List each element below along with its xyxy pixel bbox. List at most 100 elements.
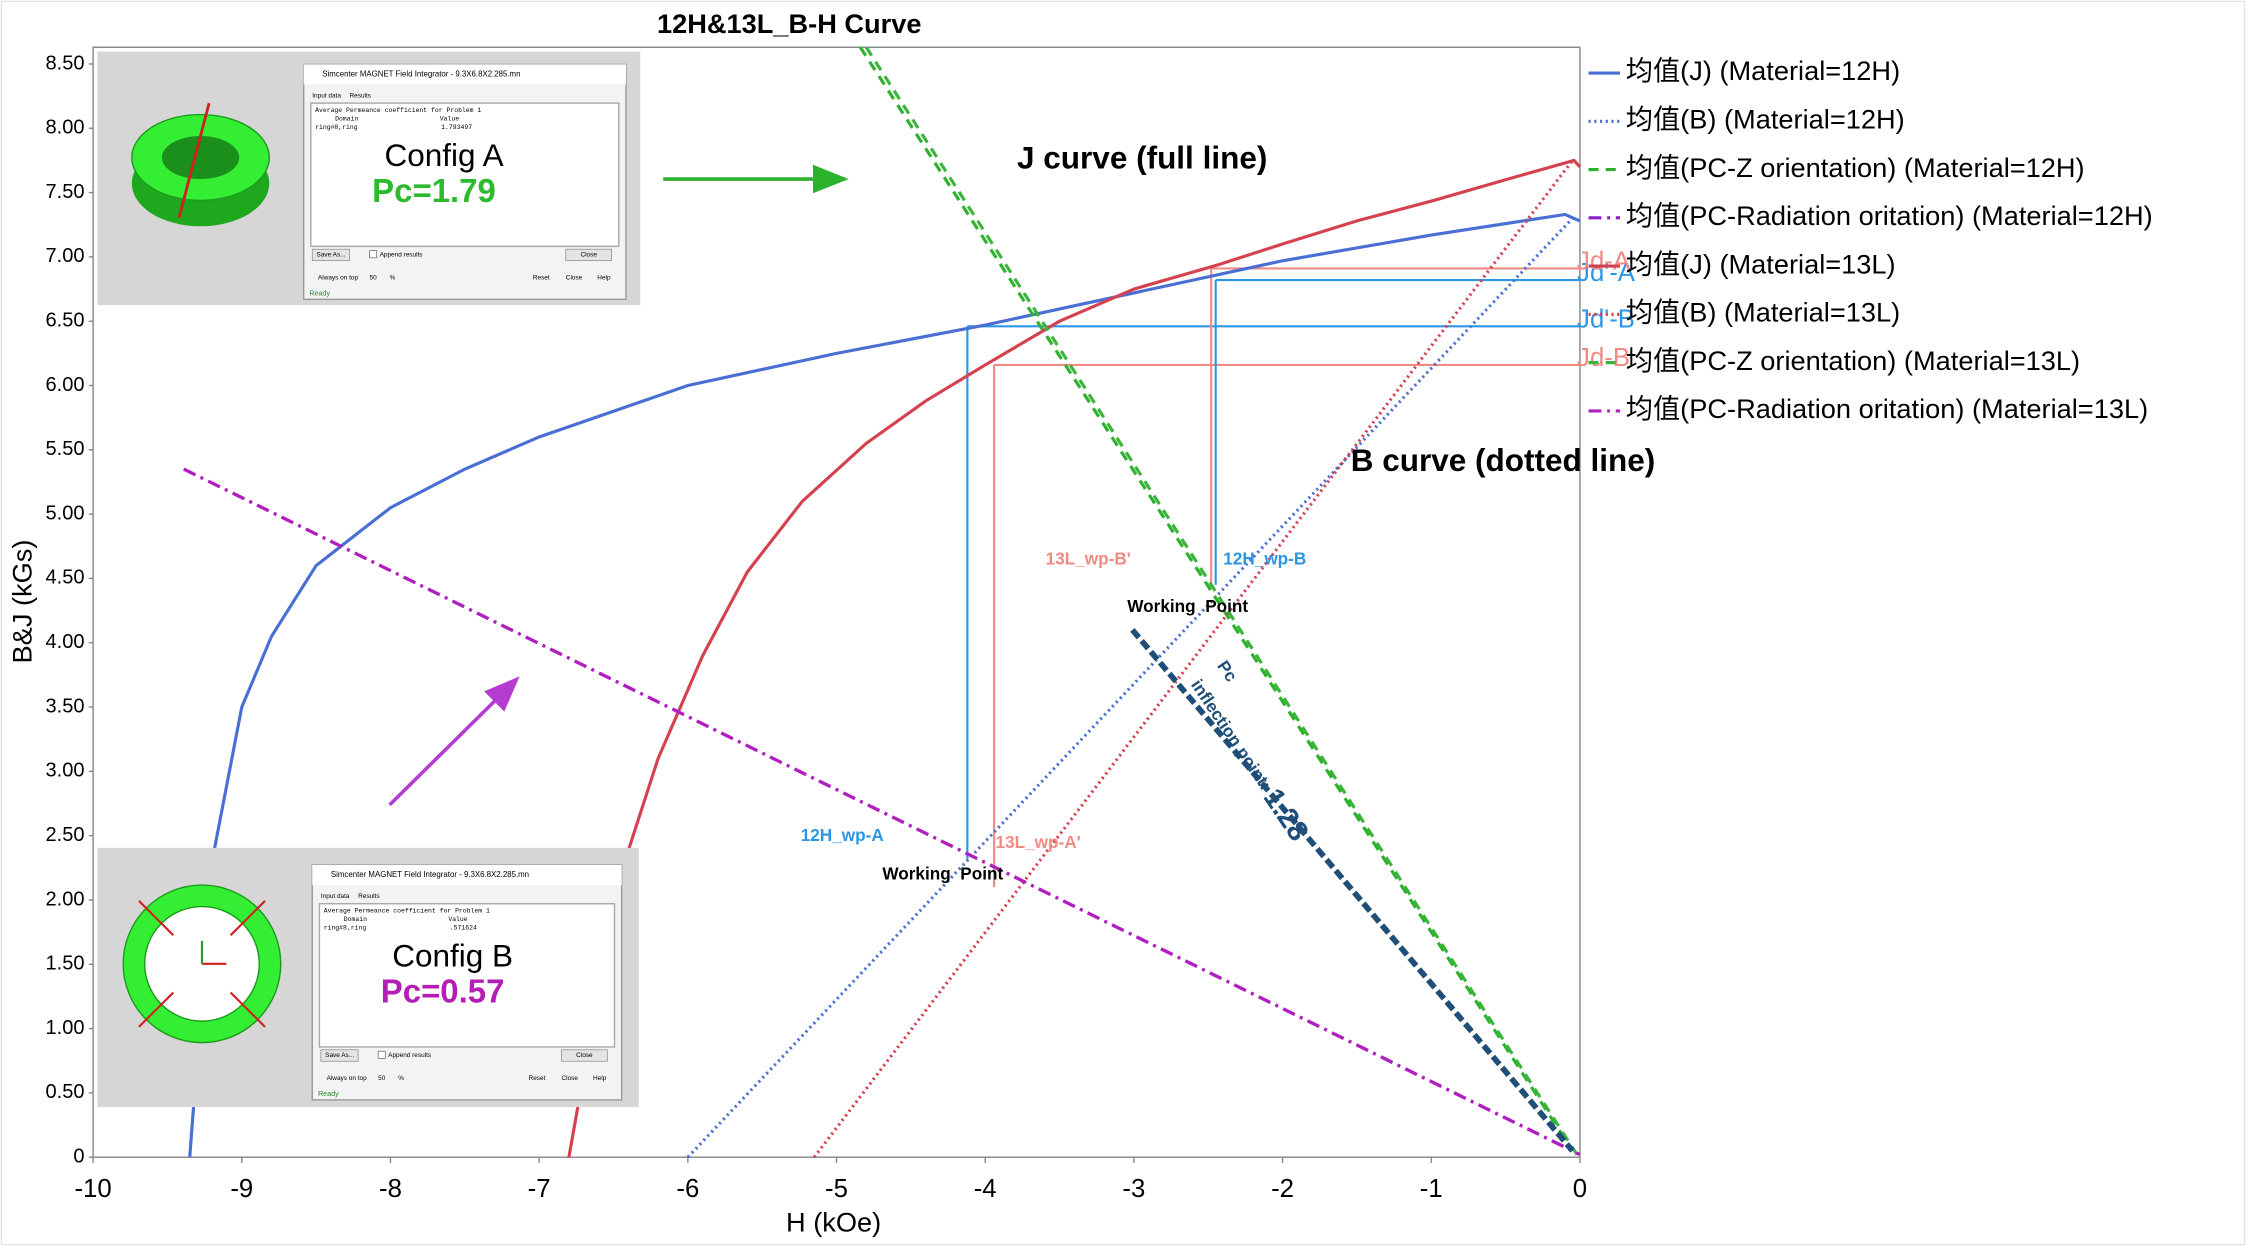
dialog-text-area bbox=[310, 102, 620, 248]
x-axis-label: H (kOe) bbox=[786, 1207, 881, 1238]
series-line bbox=[188, 212, 1581, 1158]
legend-label: 均值(PC-Radiation oritation) (Material=13L… bbox=[1626, 393, 2148, 424]
y-tick-label: 4.50 bbox=[45, 567, 84, 589]
annotation: 13L_wp-B' bbox=[1046, 549, 1131, 569]
config-name: Config A bbox=[384, 137, 503, 173]
dialog-column: Domain bbox=[344, 916, 367, 923]
x-tick-label: -9 bbox=[230, 1175, 253, 1203]
dialog-button bbox=[561, 1049, 608, 1062]
dialog-status: Ready bbox=[318, 1090, 339, 1098]
dialog-checkbox bbox=[369, 250, 378, 259]
inset-config-b: Simcenter MAGNET Field Integrator - 9.3X… bbox=[97, 847, 639, 1108]
y-tick-label: 1.50 bbox=[45, 953, 84, 975]
annotation: J curve (full line) bbox=[1017, 140, 1267, 176]
x-tick-label: -2 bbox=[1271, 1175, 1294, 1203]
dialog-footer-item: Help bbox=[593, 1075, 607, 1082]
dialog-status: Ready bbox=[309, 289, 330, 297]
dialog-button-label: Save As... bbox=[317, 252, 346, 259]
legend-label: 均值(PC-Radiation oritation) (Material=12H… bbox=[1626, 200, 2153, 231]
dialog-heading: Average Permeance coefficient for Proble… bbox=[315, 107, 481, 114]
y-tick-label: 0.50 bbox=[45, 1081, 84, 1103]
x-tick-label: -3 bbox=[1122, 1175, 1145, 1203]
x-tick-label: 0 bbox=[1573, 1175, 1587, 1203]
dialog-footer-item: Close bbox=[566, 275, 583, 282]
dialog-footer-item: Help bbox=[597, 275, 611, 282]
dialog-row-value: 1.793497 bbox=[441, 124, 472, 131]
dialog-row-domain: ring#8,ring bbox=[324, 925, 367, 932]
dialog-button bbox=[565, 248, 612, 262]
inflection-line bbox=[1130, 628, 1575, 1153]
annotation: Working Point bbox=[882, 864, 1003, 884]
dialog-title: Simcenter MAGNET Field Integrator - 9.3X… bbox=[331, 870, 529, 879]
y-tick-label: 0 bbox=[73, 1146, 84, 1168]
y-tick-label: 7.00 bbox=[45, 245, 84, 267]
dialog-button bbox=[320, 1049, 359, 1062]
dialog-column: Value bbox=[448, 916, 467, 923]
series-line bbox=[812, 159, 1574, 1159]
x-tick-label: -7 bbox=[528, 1175, 551, 1203]
dialog-footer-item: Reset bbox=[533, 275, 550, 282]
level-label: Jd'-B bbox=[1577, 305, 1635, 333]
series-line bbox=[858, 46, 1574, 1152]
annotation: 13L_wp-A' bbox=[996, 832, 1081, 852]
arrow bbox=[388, 676, 520, 807]
dialog-tab: Input data bbox=[321, 893, 350, 900]
level-label: Jd'-A bbox=[1577, 259, 1636, 287]
x-tick-label: -5 bbox=[825, 1175, 848, 1203]
x-tick-label: -4 bbox=[974, 1175, 997, 1203]
ring-hole bbox=[161, 136, 240, 180]
y-tick-label: 3.50 bbox=[45, 695, 84, 717]
dialog-heading: Average Permeance coefficient for Proble… bbox=[324, 908, 490, 915]
dialog-title-bar bbox=[312, 865, 622, 886]
dialog-tab: Results bbox=[350, 93, 371, 100]
dialog-button-label: Save As... bbox=[325, 1052, 354, 1059]
dialog-footer-item: Reset bbox=[529, 1075, 546, 1082]
dialog-row-value: .571624 bbox=[450, 925, 477, 932]
y-tick-label: 7.50 bbox=[45, 181, 84, 203]
dialog-tab: Input data bbox=[312, 93, 341, 100]
config-pc: Pc=0.57 bbox=[381, 973, 505, 1010]
dialog-row-domain: ring#8,ring bbox=[315, 124, 358, 131]
x-tick-label: -6 bbox=[676, 1175, 699, 1203]
y-tick-label: 4.00 bbox=[45, 631, 84, 653]
y-axis-label: B&J (kGs) bbox=[7, 540, 38, 664]
dialog-footer-item: % bbox=[390, 275, 396, 282]
y-tick-label: 8.50 bbox=[45, 52, 84, 74]
config-name: Config B bbox=[392, 937, 513, 973]
dialog-button-label: Close bbox=[576, 1052, 593, 1059]
dialog-checkbox-label: Append results bbox=[380, 252, 423, 259]
y-tick-label: 5.00 bbox=[45, 502, 84, 524]
dialog-footer-item: Close bbox=[561, 1075, 578, 1082]
series-line bbox=[864, 46, 1579, 1156]
y-tick-label: 2.50 bbox=[45, 824, 84, 846]
legend-label: 均值(PC-Z orientation) (Material=12H) bbox=[1626, 152, 2085, 183]
y-tick-label: 6.00 bbox=[45, 374, 84, 396]
y-tick-label: 2.00 bbox=[45, 888, 84, 910]
y-tick-label: 5.50 bbox=[45, 438, 84, 460]
config-pc: Pc=1.79 bbox=[372, 172, 496, 209]
dialog-title: Simcenter MAGNET Field Integrator - 9.3X… bbox=[322, 70, 520, 79]
level-label: Jd-A bbox=[1577, 248, 1631, 276]
legend-label: 均值(J) (Material=13L) bbox=[1626, 248, 1896, 279]
dialog-footer-item: Always on top bbox=[327, 1075, 368, 1082]
legend-label: 均值(B) (Material=12H) bbox=[1626, 103, 1905, 134]
dialog-footer-item: 50 bbox=[370, 275, 378, 282]
dialog-checkbox bbox=[377, 1050, 386, 1059]
series-line bbox=[567, 158, 1582, 1158]
annotation: 12H_wp-B bbox=[1223, 549, 1306, 569]
y-tick-label: 1.00 bbox=[45, 1017, 84, 1039]
legend-label: 均值(J) (Material=12H) bbox=[1626, 55, 1900, 86]
dialog-text-area bbox=[318, 902, 616, 1048]
radial-arrows bbox=[138, 900, 266, 1028]
annotation: B curve (dotted line) bbox=[1351, 442, 1656, 478]
chart-title: 12H&13L_B-H Curve bbox=[657, 8, 922, 39]
y-tick-label: 6.50 bbox=[45, 310, 84, 332]
dialog-footer-item: 50 bbox=[378, 1075, 386, 1082]
x-tick-label: -1 bbox=[1420, 1175, 1443, 1203]
legend-label: 均值(B) (Material=13L) bbox=[1626, 297, 1900, 328]
x-tick-label: -10 bbox=[74, 1175, 111, 1203]
dialog-button bbox=[311, 248, 350, 262]
dialog-column: Domain bbox=[335, 116, 358, 123]
magnetization-arrow bbox=[177, 102, 211, 219]
